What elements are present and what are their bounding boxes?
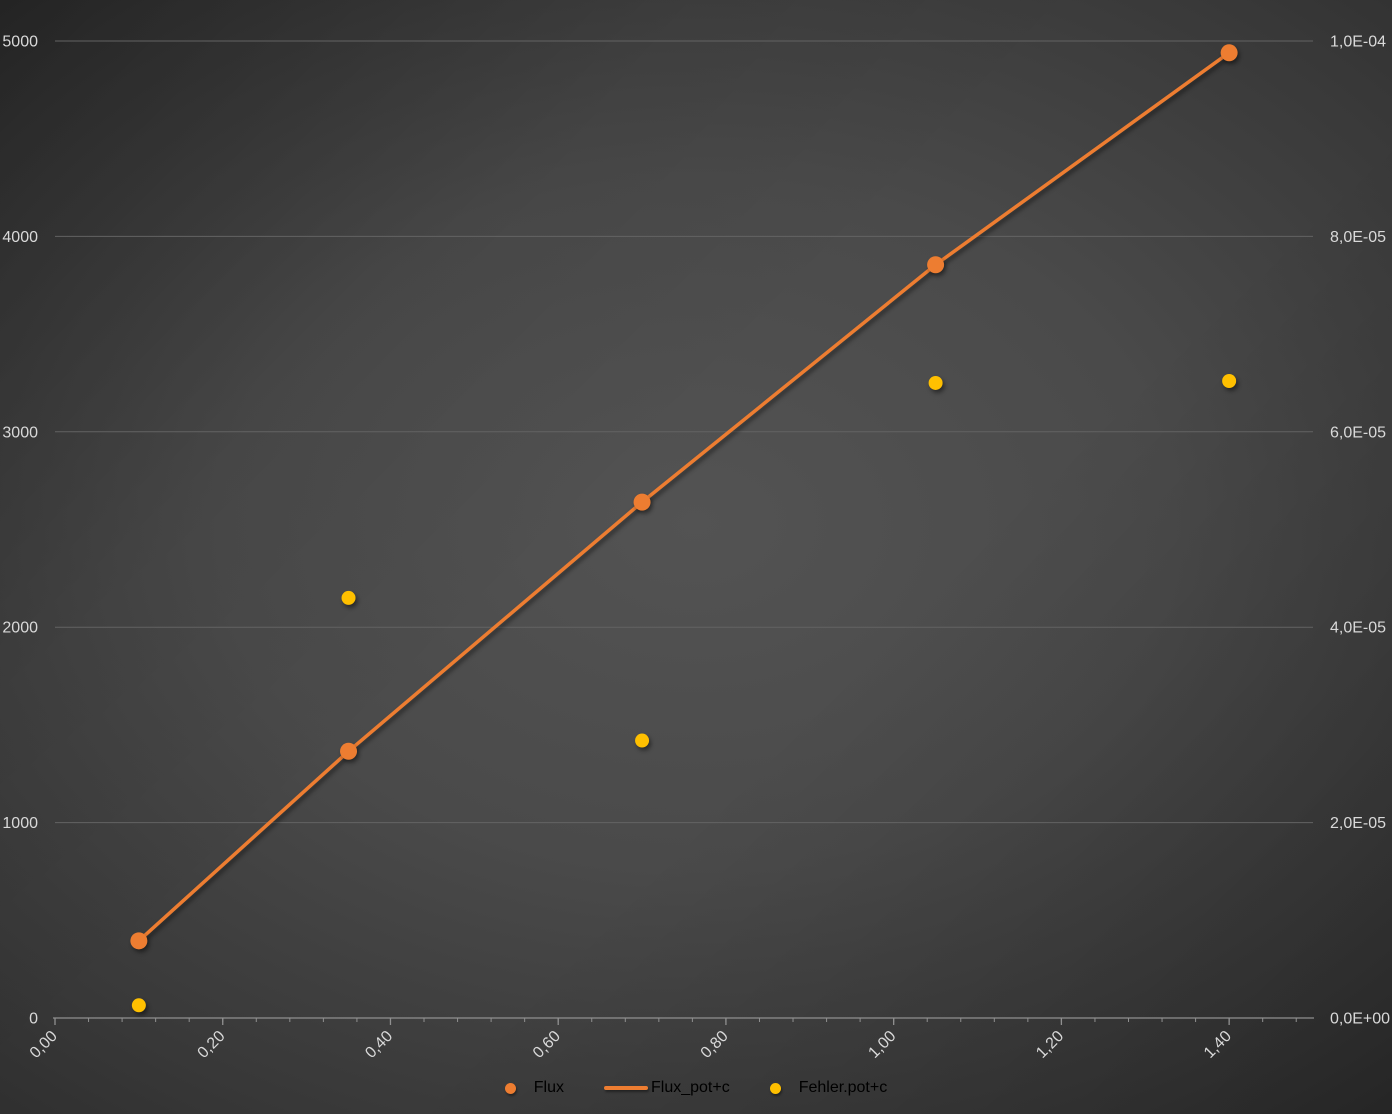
legend-item-flux[interactable]: Flux xyxy=(504,1079,564,1097)
y-axis-right-tick-label: 6,0E-05 xyxy=(1330,424,1386,441)
fehler-pot-c-marker-icon xyxy=(769,1082,781,1094)
series-point-fehler-pot-c xyxy=(635,733,650,748)
y-axis-right-tick-label: 4,0E-05 xyxy=(1330,620,1386,637)
legend-label-fehler-pot-c: Fehler.pot+c xyxy=(798,1079,888,1096)
series-point-flux xyxy=(633,493,651,511)
y-axis-right-tick-label: 2,0E-05 xyxy=(1330,815,1386,832)
series-point-flux xyxy=(130,932,148,950)
series-point-fehler-pot-c xyxy=(928,375,943,390)
y-axis-left-tick-label: 5000 xyxy=(2,34,38,51)
series-point-fehler-pot-c xyxy=(341,590,356,605)
y-axis-left-tick-label: 3000 xyxy=(2,424,38,441)
series-point-fehler-pot-c xyxy=(1222,373,1237,388)
flux-marker-icon xyxy=(504,1082,516,1094)
series-point-flux xyxy=(340,742,358,760)
y-axis-left-tick-label: 2000 xyxy=(2,620,38,637)
x-axis-tick-label: 1,20 xyxy=(1033,1028,1067,1062)
series-point-flux xyxy=(1220,44,1238,62)
x-axis-tick-label: 0,00 xyxy=(27,1028,61,1062)
x-axis-tick-label: 0,20 xyxy=(195,1028,229,1062)
series-point-fehler-pot-c xyxy=(131,998,146,1013)
y-axis-left-tick-label: 0 xyxy=(29,1011,38,1028)
series-line-flux-pot-c xyxy=(137,50,1231,943)
legend-label-flux-pot-c: Flux_pot+c xyxy=(651,1079,730,1096)
legend-label-flux: Flux xyxy=(533,1079,564,1096)
flux-pot-c-line-icon xyxy=(604,1086,648,1090)
legend-item-flux-pot-c[interactable]: Flux_pot+c xyxy=(604,1079,730,1097)
x-axis-tick-label: 0,80 xyxy=(698,1028,732,1062)
x-axis-tick-label: 1,00 xyxy=(865,1028,899,1062)
x-axis-tick-label: 0,40 xyxy=(362,1028,396,1062)
x-axis-tick-label: 0,60 xyxy=(530,1028,564,1062)
y-axis-right-tick-label: 1,0E-04 xyxy=(1330,34,1386,51)
y-axis-left-tick-label: 4000 xyxy=(2,229,38,246)
x-axis-tick-label: 1,40 xyxy=(1201,1028,1235,1062)
series-point-flux xyxy=(927,256,945,274)
y-axis-right-tick-label: 0,0E+00 xyxy=(1330,1011,1390,1028)
y-axis-right-tick-label: 8,0E-05 xyxy=(1330,229,1386,246)
legend: Flux Flux_pot+c Fehler.pot+c xyxy=(0,1079,1392,1097)
legend-item-fehler-pot-c[interactable]: Fehler.pot+c xyxy=(769,1079,888,1097)
y-axis-left-tick-label: 1000 xyxy=(2,815,38,832)
